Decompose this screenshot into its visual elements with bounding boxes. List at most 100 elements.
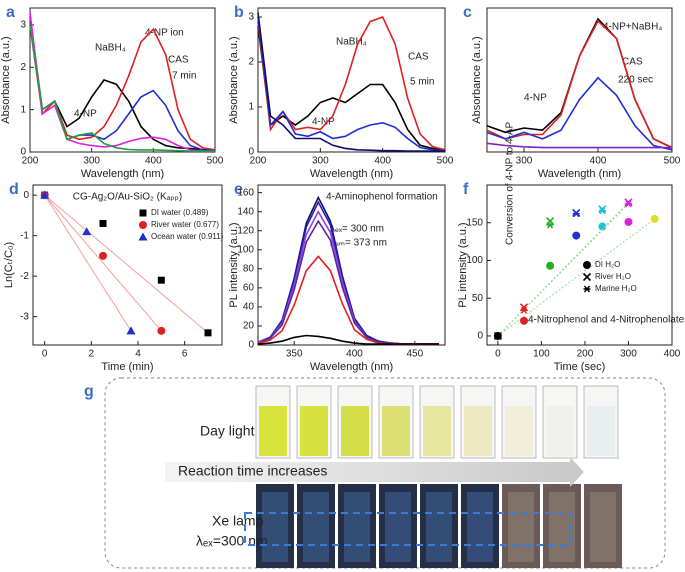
annotation: Conversion of 4-NP to 4-AP <box>505 121 516 245</box>
y-tick-label: 140 <box>237 206 254 217</box>
chart: e 350 400 450 0 20 40 60 80 100 120 140 160 Wavelengt… <box>228 181 446 373</box>
marker <box>204 329 212 337</box>
panel-letter: d <box>9 181 19 198</box>
x-tick-label: 300 <box>620 349 637 360</box>
y-tick-label: -3 <box>20 311 29 322</box>
day-photo <box>255 385 619 459</box>
marker <box>99 251 107 260</box>
excitation-label: λₑₓ=300 nm <box>196 533 268 549</box>
vial-liquid <box>505 406 533 456</box>
spectrum-line <box>486 76 673 151</box>
spectrum-line <box>486 142 672 149</box>
y-tick-label: 160 <box>237 187 254 198</box>
y-tick-label: 0 <box>248 340 254 351</box>
marker <box>99 219 107 227</box>
marker <box>82 227 92 236</box>
vial-liquid <box>259 406 287 456</box>
vial-liquid <box>587 406 615 456</box>
plot-frame <box>257 7 446 153</box>
vial-glow <box>303 492 329 562</box>
x-tick-label: 400 <box>664 349 681 360</box>
y-tick-label: 0 <box>20 147 26 158</box>
annotation: 7 min <box>172 71 196 82</box>
x-axis-label: Wavelength (nm) <box>310 168 393 180</box>
trend-line <box>497 202 629 337</box>
panel-letter: e <box>234 181 243 198</box>
x-tick-label: 300 <box>312 156 329 167</box>
y-axis-label: Absorbance (a.u.) <box>0 36 12 123</box>
chart: b 200 300 400 500 0 1 2 3 Wavelength (nm) Absorban… <box>228 4 454 180</box>
marker <box>546 261 555 270</box>
x-tick-label: 200 <box>22 156 39 167</box>
marker <box>624 198 633 207</box>
x-axis-label: Wavelength (nm) <box>310 361 393 373</box>
trend-line <box>44 194 132 332</box>
x-tick-label: 400 <box>374 156 391 167</box>
x-tick-label: 0 <box>42 349 48 360</box>
marker <box>546 217 555 226</box>
x-axis-label: Wavelength (nm) <box>538 168 621 180</box>
annotation: 5 min <box>410 77 434 88</box>
spectrum-line <box>257 16 446 152</box>
annotation: 4-Nitrophenol and 4-Nitrophenolate ion <box>528 315 685 326</box>
annotation: λₑₘ= 373 nm <box>330 238 387 249</box>
trend-line <box>497 218 655 337</box>
x-axis-label: Time (sec) <box>554 361 606 373</box>
marker <box>598 205 607 214</box>
vial-glow <box>590 492 616 562</box>
plot-frame <box>257 184 446 346</box>
y-tick-label: 2 <box>248 57 254 68</box>
legend-label: River H₂O <box>595 272 631 281</box>
x-tick-label: 300 <box>83 156 100 167</box>
y-tick-label: 100 <box>466 255 483 266</box>
panel-letter: g <box>84 383 94 400</box>
panel-g-frame <box>104 377 666 569</box>
marker <box>598 207 606 215</box>
panel-letter: c <box>463 4 472 21</box>
y-tick-label: 120 <box>237 225 254 236</box>
vial-glow <box>508 492 534 562</box>
y-tick-label: -2 <box>20 271 29 282</box>
x-tick-label: 4 <box>135 349 141 360</box>
y-axis-label: Absorbance (a.u.) <box>228 36 240 123</box>
vial-liquid <box>300 406 328 456</box>
legend-label: Ocean water (0.911) <box>151 232 224 241</box>
trend-line <box>44 194 209 334</box>
x-tick-label: 350 <box>286 349 303 360</box>
vial-liquid <box>423 406 451 456</box>
vial-glow <box>344 492 370 562</box>
plot-frame <box>486 7 673 153</box>
y-tick-label: 0 <box>248 147 254 158</box>
marker <box>546 221 554 229</box>
spectrum-line <box>257 334 439 345</box>
chart: c 300 400 500 Wavelength (nm) Absorbance (a.u… <box>463 4 681 180</box>
x-tick-label: 6 <box>182 349 188 360</box>
x-tick-label: 300 <box>516 156 533 167</box>
y-tick-label: 150 <box>466 217 483 228</box>
legend-marker <box>139 209 147 217</box>
trend-line <box>497 203 629 337</box>
annotation: λₑₓ= 300 nm <box>330 224 384 235</box>
spectrum-line <box>257 195 439 345</box>
legend-marker <box>583 261 591 269</box>
vial-glow <box>426 492 452 562</box>
x-axis-label: Wavelength (nm) <box>81 168 164 180</box>
vial-glow <box>467 492 493 562</box>
x-tick-label: 500 <box>207 156 224 167</box>
y-tick-label: 1 <box>20 104 26 115</box>
legend-marker <box>138 232 148 241</box>
trend-line <box>44 194 162 332</box>
y-tick-label: 1 <box>248 102 254 113</box>
x-tick-label: 200 <box>250 156 267 167</box>
y-tick-label: 80 <box>243 263 255 274</box>
x-tick-label: 2 <box>89 349 95 360</box>
legend-marker <box>139 221 147 229</box>
x-tick-label: 500 <box>437 156 454 167</box>
annotation: NaBH₄ <box>95 43 126 54</box>
marker <box>157 276 165 284</box>
marker <box>598 222 607 231</box>
vial-glow <box>262 492 288 562</box>
marker <box>624 200 632 208</box>
annotation: 4-NP ion <box>145 28 184 39</box>
